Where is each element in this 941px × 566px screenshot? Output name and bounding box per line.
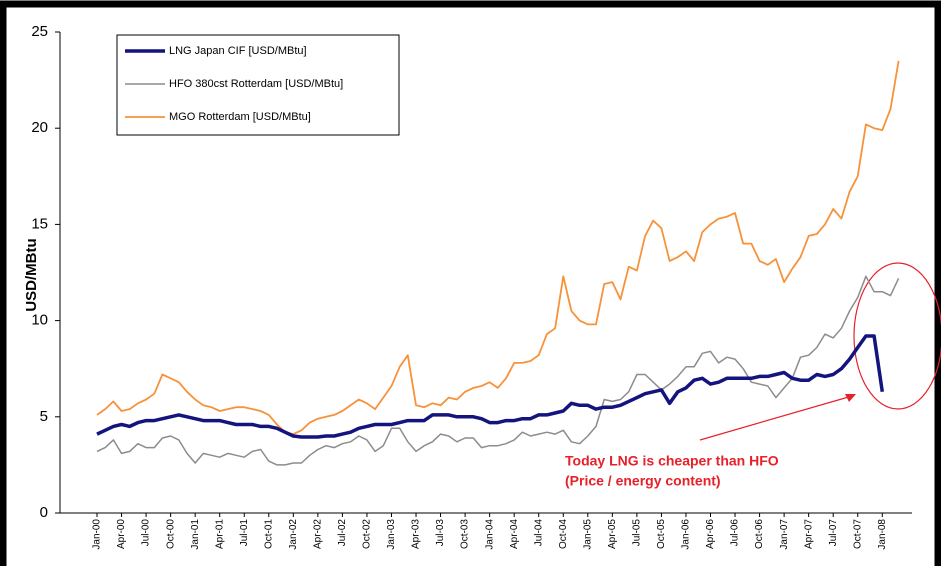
x-tick-label: Jan-06 — [681, 519, 692, 550]
highlight-ellipse — [853, 262, 941, 410]
y-tick-label: 15 — [31, 215, 48, 232]
x-tick-label: Apr-04 — [509, 519, 520, 549]
x-tick-label: Apr-07 — [803, 519, 814, 549]
x-tick-label: Oct-00 — [165, 519, 176, 549]
x-tick-label: Jul-04 — [533, 519, 544, 547]
annotation: (Price / energy content) — [565, 473, 721, 489]
x-tick-label: Jul-07 — [828, 519, 839, 547]
y-axis-label: USD/MBtu — [23, 238, 40, 311]
x-tick-label: Oct-05 — [656, 519, 667, 549]
x-tick-label: Jan-04 — [484, 519, 495, 550]
series-line — [96, 275, 900, 466]
x-tick-label: Oct-02 — [362, 519, 373, 549]
y-tick-label: 0 — [40, 504, 48, 521]
legend-label: HFO 380cst Rotterdam [USD/MBtu] — [169, 78, 343, 90]
x-tick-label: Oct-03 — [460, 519, 471, 549]
x-tick-label: Jan-05 — [582, 519, 593, 550]
x-tick-label: Apr-01 — [214, 519, 225, 549]
y-tick-label: 20 — [31, 119, 48, 136]
x-tick-label: Oct-01 — [263, 519, 274, 549]
y-tick-label: 25 — [31, 23, 48, 40]
arrow-head — [845, 394, 856, 402]
x-tick-label: Apr-05 — [607, 519, 618, 549]
x-tick-label: Jan-03 — [386, 519, 397, 550]
legend-label: LNG Japan CIF [USD/MBtu] — [169, 45, 307, 57]
x-tick-label: Apr-02 — [313, 519, 324, 549]
series-line — [96, 60, 900, 435]
x-tick-label: Jan-00 — [92, 519, 103, 550]
x-tick-label: Oct-07 — [852, 519, 863, 549]
x-tick-label: Apr-00 — [116, 519, 127, 549]
x-tick-label: Jul-02 — [337, 519, 348, 547]
series-line — [96, 334, 885, 439]
legend-label: MGO Rotterdam [USD/MBtu] — [169, 111, 311, 123]
arrow-line — [699, 395, 853, 441]
x-tick-label: Jan-01 — [190, 519, 201, 550]
y-tick-label: 5 — [40, 408, 48, 425]
x-tick-label: Jul-00 — [141, 519, 152, 547]
x-tick-label: Jul-03 — [435, 519, 446, 547]
x-tick-label: Jan-02 — [288, 519, 299, 550]
y-tick-label: 10 — [31, 312, 48, 329]
x-tick-label: Jan-07 — [779, 519, 790, 550]
x-tick-label: Jul-01 — [239, 519, 250, 547]
x-tick-label: Apr-06 — [705, 519, 716, 549]
x-tick-label: Oct-06 — [754, 519, 765, 549]
x-tick-label: Oct-04 — [558, 519, 569, 549]
x-tick-label: Jul-05 — [632, 519, 643, 547]
x-tick-label: Jul-06 — [730, 519, 741, 547]
annotation: Today LNG is cheaper than HFO — [565, 453, 779, 469]
x-tick-label: Apr-03 — [411, 519, 422, 549]
x-tick-label: Jan-08 — [877, 519, 888, 550]
